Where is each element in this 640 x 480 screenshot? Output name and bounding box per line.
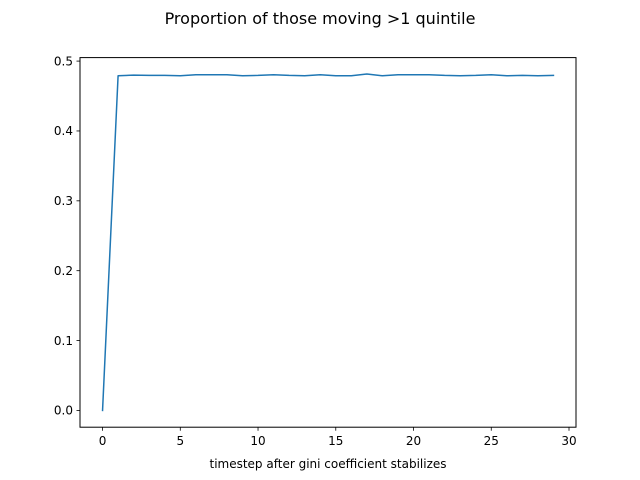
series-line <box>101 73 555 412</box>
x-axis: 0 5 10 15 20 25 30 <box>99 427 577 448</box>
x-tick-label: 10 <box>250 434 265 448</box>
y-axis: 0.0 0.1 0.2 0.3 0.4 0.5 <box>54 54 80 418</box>
x-tick-label: 0 <box>99 434 107 448</box>
axes-frame <box>79 57 577 428</box>
plot-area <box>101 73 555 412</box>
chart-title: Proportion of those moving >1 quintile <box>165 9 476 28</box>
y-tick-label: 0.2 <box>54 264 73 278</box>
y-tick-label: 0.5 <box>54 54 73 68</box>
x-tick-label: 20 <box>406 434 421 448</box>
x-axis-label: timestep after gini coefficient stabiliz… <box>209 457 446 471</box>
y-tick-label: 0.3 <box>54 194 73 208</box>
y-tick-label: 0.0 <box>54 404 73 418</box>
x-tick-label: 25 <box>484 434 499 448</box>
y-tick-label: 0.1 <box>54 334 73 348</box>
y-tick-label: 0.4 <box>54 124 73 138</box>
x-tick-label: 5 <box>176 434 184 448</box>
x-tick-label: 15 <box>328 434 343 448</box>
x-tick-label: 30 <box>561 434 576 448</box>
